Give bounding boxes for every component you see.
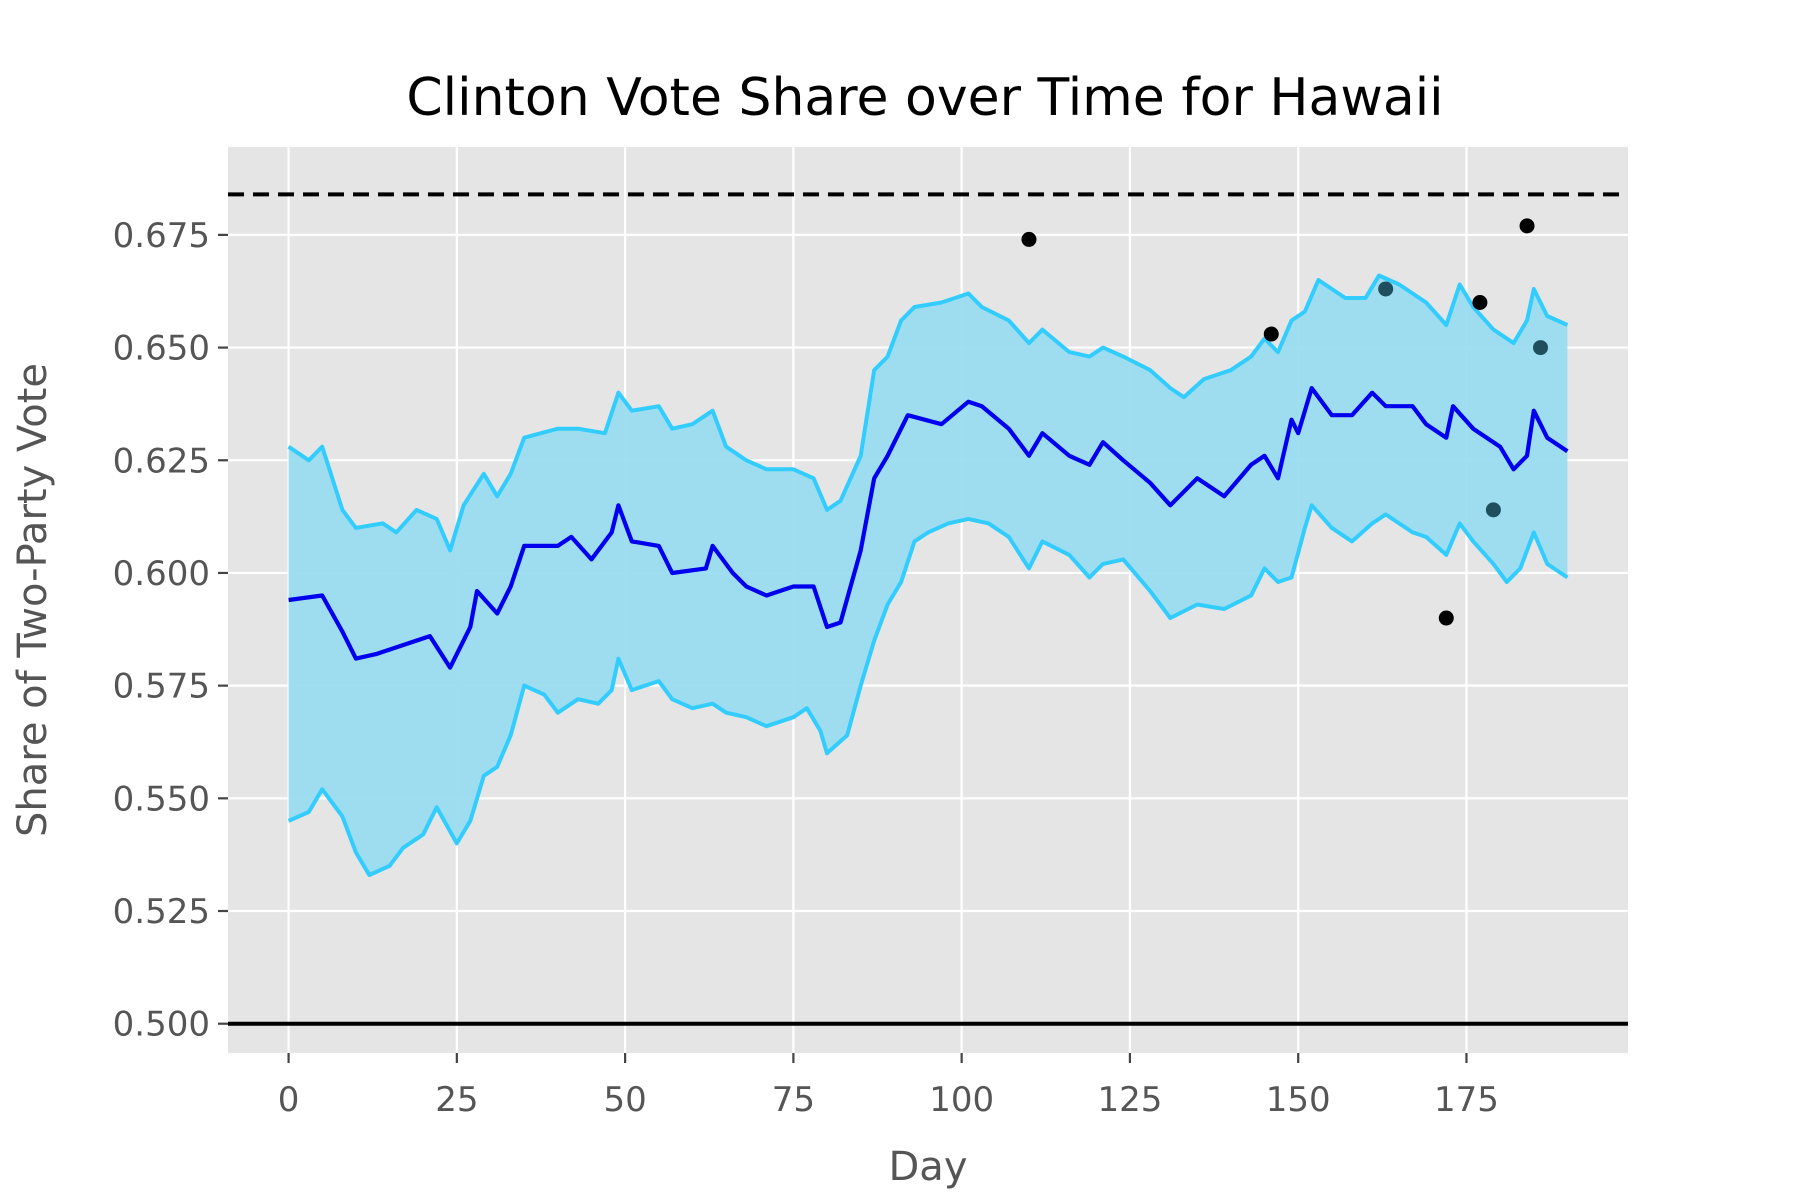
- x-tick-label: 100: [929, 1080, 994, 1120]
- y-tick-label: 0.525: [113, 892, 210, 932]
- x-tick-label: 125: [1097, 1080, 1162, 1120]
- x-tick-label: 175: [1434, 1080, 1499, 1120]
- upper-bound-line: [287, 273, 1569, 553]
- y-tick-label: 0.650: [113, 329, 210, 369]
- lower-bound-line: [287, 503, 1569, 877]
- y-axis-title: Share of Two-Party Vote: [10, 363, 56, 837]
- reference-lines: [228, 192, 1628, 1026]
- x-axis: 0 25 50 75 100 125 150 175: [278, 1053, 1499, 1120]
- x-tick-label: 50: [603, 1080, 646, 1120]
- poll-point: [1533, 340, 1548, 356]
- mean-line: [288, 386, 1569, 670]
- x-tick-label: 150: [1266, 1080, 1331, 1120]
- y-axis: 0.500 0.525 0.550 0.575 0.600 0.625 0.650 0.675: [113, 216, 228, 1045]
- x-axis-title: Day: [889, 1144, 968, 1190]
- x-tick-label: 25: [435, 1080, 478, 1120]
- poll-points: [1021, 218, 1548, 626]
- chart-title: Clinton Vote Share over Time for Hawaii: [406, 68, 1443, 128]
- y-tick-label: 0.500: [113, 1005, 210, 1045]
- poll-point: [1472, 295, 1488, 311]
- y-tick-label: 0.625: [113, 441, 210, 481]
- y-tick-label: 0.550: [113, 779, 210, 819]
- poll-point: [1263, 326, 1279, 342]
- poll-point: [1438, 610, 1454, 626]
- poll-point: [1485, 502, 1501, 518]
- y-tick-label: 0.675: [113, 216, 210, 256]
- y-tick-label: 0.600: [113, 554, 210, 594]
- poll-point: [1519, 218, 1535, 234]
- y-tick-label: 0.575: [113, 667, 210, 707]
- x-tick-label: 0: [278, 1080, 300, 1120]
- series-lines: [287, 273, 1569, 877]
- poll-point: [1021, 231, 1037, 247]
- poll-point: [1378, 281, 1394, 297]
- x-tick-label: 75: [772, 1080, 815, 1120]
